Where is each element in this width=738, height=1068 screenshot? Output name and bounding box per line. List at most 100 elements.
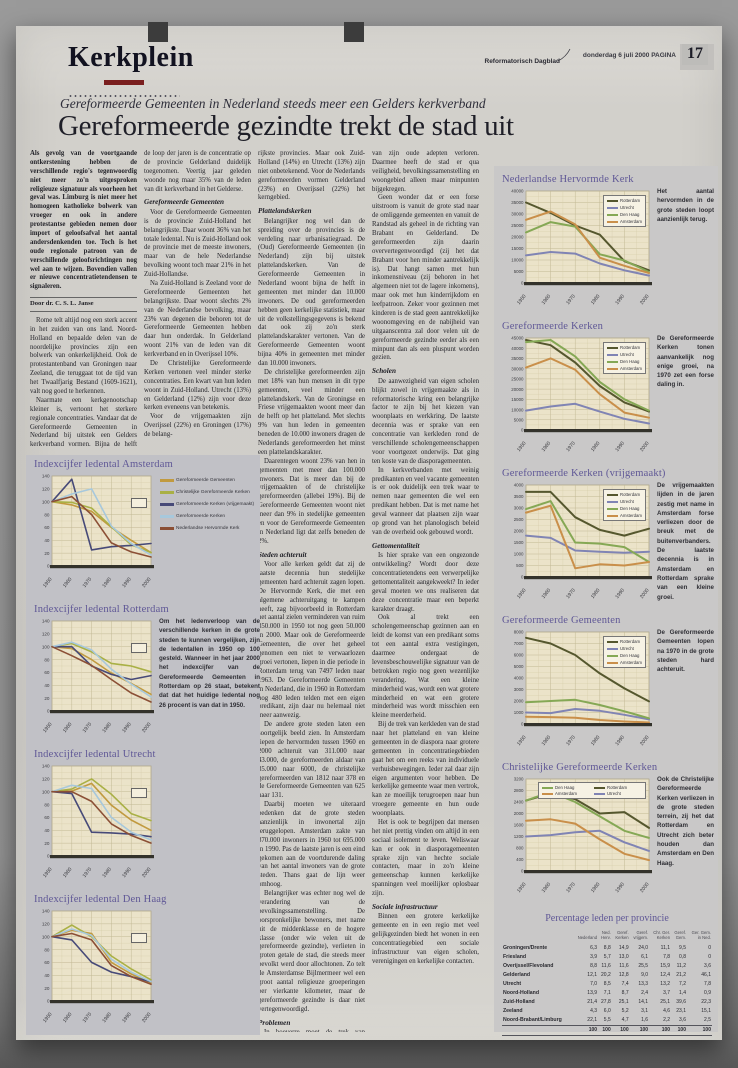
chart-row: 140 120 100 80 60 40 20 0 1950 1960 1970 1980 1990 20… — [32, 472, 260, 597]
article-paragraph: Voor alle kerken geldt dat zij de laatst… — [258, 561, 365, 720]
table-cell: 11,2 — [676, 963, 686, 969]
svg-text:100: 100 — [42, 789, 50, 794]
chart-line-gereformeerde-kerken — [51, 784, 152, 841]
article-paragraph: de loop der jaren is de concentratie op … — [144, 150, 251, 193]
legend-swatch-icon — [160, 503, 174, 506]
table-cell: 13,3 — [638, 981, 649, 987]
table-cell: 5,2 — [621, 1008, 629, 1014]
brand-swoosh-icon — [557, 48, 571, 62]
chart-canvas: 40000 35000 30000 25000 20000 15000 10000 5000 0… — [500, 187, 652, 314]
table-cell: 7,8 — [663, 954, 671, 960]
table-cell: 0 — [708, 945, 711, 951]
table-cell: 0,9 — [704, 990, 711, 996]
chart-legend: Den Haag Rotterdam Amsterdam Utrecht — [538, 782, 646, 799]
index-marker-box — [131, 787, 147, 798]
table-cell: 24,0 — [638, 945, 649, 951]
chart-line-gereformeerde-kerken-vrijgemaakt- — [51, 645, 152, 681]
legend-label: Gereformeerde Kerken (vrijgemaakt) — [176, 502, 255, 507]
svg-text:6000: 6000 — [514, 653, 524, 658]
table-row-label: Overijssel/Flevoland — [503, 963, 554, 969]
newspaper-page: Kerkplein Reformatorisch Dagblad donderd… — [16, 22, 722, 1040]
chart-caption: De Gereformeerde Kerken tonen aanvankeli… — [657, 335, 714, 389]
svg-text:100: 100 — [42, 499, 50, 504]
chart-line-utrecht — [525, 534, 650, 554]
table-cell: 15,1 — [701, 1008, 711, 1014]
svg-text:0: 0 — [47, 564, 50, 569]
svg-text:1970: 1970 — [82, 1011, 94, 1024]
legend-swatch-icon — [607, 220, 619, 223]
table-row-label: Zuid-Holland — [503, 999, 535, 1005]
svg-text:40000: 40000 — [511, 189, 524, 194]
chart-line-amsterdam — [525, 818, 650, 862]
article-paragraph: De aanwezigheid van eigen scholen blijkt… — [372, 377, 479, 465]
legend-entry: Utrecht — [594, 791, 642, 796]
svg-text:1970: 1970 — [565, 734, 577, 747]
index-marker-box — [131, 642, 147, 653]
table-cell: 13,0 — [618, 954, 629, 960]
chart-legend: Rotterdam Utrecht Den Haag Amsterdam — [603, 489, 646, 521]
legend-entry: Den Haag — [607, 653, 642, 658]
chart-line-amsterdam — [525, 210, 650, 275]
table-cell: 2,2 — [663, 1017, 671, 1023]
brand-logo: Reformatorisch Dagblad — [470, 48, 571, 68]
svg-text:80: 80 — [44, 512, 50, 517]
table-header-cell: Geref. vrijgem. — [633, 930, 649, 941]
table-cell: 0 — [708, 954, 711, 960]
legend-entry: Den Haag — [607, 506, 642, 511]
article-subhead: Steden achteruit — [258, 550, 307, 559]
chart-row: 140 120 100 80 60 40 20 0 1950 1960 1970 1980 1990 20… — [32, 617, 260, 742]
chart-svg: 140 120 100 80 60 40 20 0 1950 1960 1970 1980 1990 20… — [42, 474, 154, 589]
table-row-label: Zeeland — [503, 1008, 523, 1014]
table-cell: 1,4 — [679, 990, 686, 996]
svg-text:0: 0 — [521, 281, 524, 286]
legend-entry: Rotterdam — [607, 639, 642, 644]
svg-text:1960: 1960 — [62, 866, 74, 879]
svg-text:1990: 1990 — [121, 866, 133, 879]
table-header-cell: Geref. Kerken — [615, 930, 629, 941]
table-total-cell: 100 — [611, 1024, 630, 1036]
article-column-2: de loop der jaren is de concentratie op … — [144, 150, 251, 450]
article-column-4: van zijn oude adepten verloren. Daarmee … — [372, 150, 479, 1032]
table-row: Utrecht 7,0 8,5 7,4 13,3 13,2 7,2 7,8 — [502, 980, 712, 989]
svg-text:2000: 2000 — [514, 699, 524, 704]
table-cell: 7,8 — [704, 981, 711, 987]
svg-text:1950: 1950 — [516, 734, 528, 747]
svg-text:1980: 1980 — [590, 734, 602, 747]
chart-line-amsterdam — [525, 357, 650, 419]
table-row: Friesland 3,9 5,7 13,0 6,1 7,8 0,8 0 — [502, 953, 712, 962]
chart-index-amsterdam: Indexcijfer ledental Amsterdam 140 120 100 8… — [32, 459, 260, 597]
legend-entry: Utrecht — [607, 205, 642, 210]
legend-swatch-icon — [160, 515, 174, 518]
table-cell: 25,5 — [638, 963, 649, 969]
svg-text:7000: 7000 — [514, 641, 524, 646]
svg-text:120: 120 — [42, 922, 50, 927]
svg-text:60: 60 — [44, 670, 50, 675]
chart-line-christelijke-gereformeerde-kerken — [51, 642, 152, 673]
chart-line-amsterdam — [525, 715, 650, 724]
svg-text:1970: 1970 — [565, 881, 577, 894]
article-paragraph: Voor de Gereformeerde Gemeenten is de pr… — [144, 208, 251, 279]
article-paragraph: Geen wonder dat er een forse uitstroom i… — [372, 194, 479, 362]
svg-text:10000: 10000 — [511, 407, 524, 412]
table-total-cell: 100 — [649, 1024, 672, 1036]
table-cell: 9,0 — [641, 972, 649, 978]
brand-name: Reformatorisch Dagblad — [484, 58, 561, 65]
svg-text:1500: 1500 — [514, 540, 524, 545]
table-cell: 7,4 — [621, 981, 629, 987]
chart-svg: 140 120 100 80 60 40 20 0 1950 1960 1970 1980 1990 20… — [42, 764, 154, 879]
legend-label: Den Haag — [620, 653, 640, 658]
svg-text:1980: 1980 — [101, 721, 113, 734]
svg-text:1960: 1960 — [541, 881, 553, 894]
table-total-cell: 100 — [598, 1024, 612, 1036]
table-cell: 25,1 — [660, 999, 671, 1005]
table-total-cell: 100 — [629, 1024, 650, 1036]
svg-text:100: 100 — [42, 644, 50, 649]
article-paragraph: Belangrijker was echter nog wel de veran… — [258, 890, 365, 1013]
chart-row: 45000 40000 35000 30000 25000 20000 15000 10000… — [500, 334, 714, 461]
svg-text:2000: 2000 — [514, 529, 524, 534]
denomination-charts-panel: Nederlandse Hervormde Kerk 40000 35000 3000… — [494, 166, 718, 1036]
article-paragraph: Rome telt altijd nog een sterk accent in… — [30, 316, 137, 395]
chart-line-rotterdam — [525, 636, 650, 703]
chart-row: 3200 2800 2400 2000 1600 1200 800 400 0 1950 1960 1… — [500, 775, 714, 902]
legend-entry: Rotterdam — [607, 345, 642, 350]
